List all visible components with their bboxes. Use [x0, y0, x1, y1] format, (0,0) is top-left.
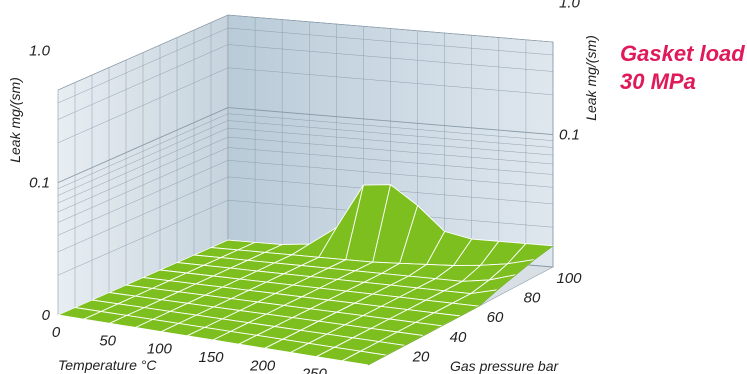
z-axis-title-right: Leak mg/(sm): [583, 35, 599, 121]
annotation-line-2: 30 MPa: [620, 69, 696, 94]
x-tick-label: 50: [99, 332, 116, 349]
annotation-line-1: Gasket load: [620, 41, 745, 66]
z-tick-label-left: 0.1: [29, 175, 50, 192]
y-tick-label: 80: [524, 290, 541, 307]
y-tick-label: 100: [556, 270, 582, 287]
surface-edge: [367, 245, 554, 366]
x-tick-label: 0: [52, 324, 61, 341]
y-tick-label: 40: [450, 329, 467, 346]
y-tick-label: 20: [412, 348, 430, 365]
y-tick-label: 60: [487, 309, 504, 326]
z-tick-label-left: 0: [42, 307, 51, 324]
z-tick-label-right: 1.0: [559, 0, 581, 11]
z-tick-label-left: 1.0: [29, 42, 51, 59]
x-tick-label: 200: [249, 357, 276, 374]
x-tick-label: 150: [198, 349, 224, 366]
y-axis-title: Gas pressure bar: [450, 358, 559, 374]
x-tick-label: 100: [147, 341, 173, 358]
x-axis-title: Temperature °C: [58, 357, 157, 373]
z-axis-title-left: Leak mg/(sm): [7, 77, 23, 163]
x-tick-label: 250: [301, 366, 328, 374]
chart-annotation: Gasket load 30 MPa: [620, 40, 745, 96]
z-tick-label-right: 0.1: [559, 127, 580, 144]
